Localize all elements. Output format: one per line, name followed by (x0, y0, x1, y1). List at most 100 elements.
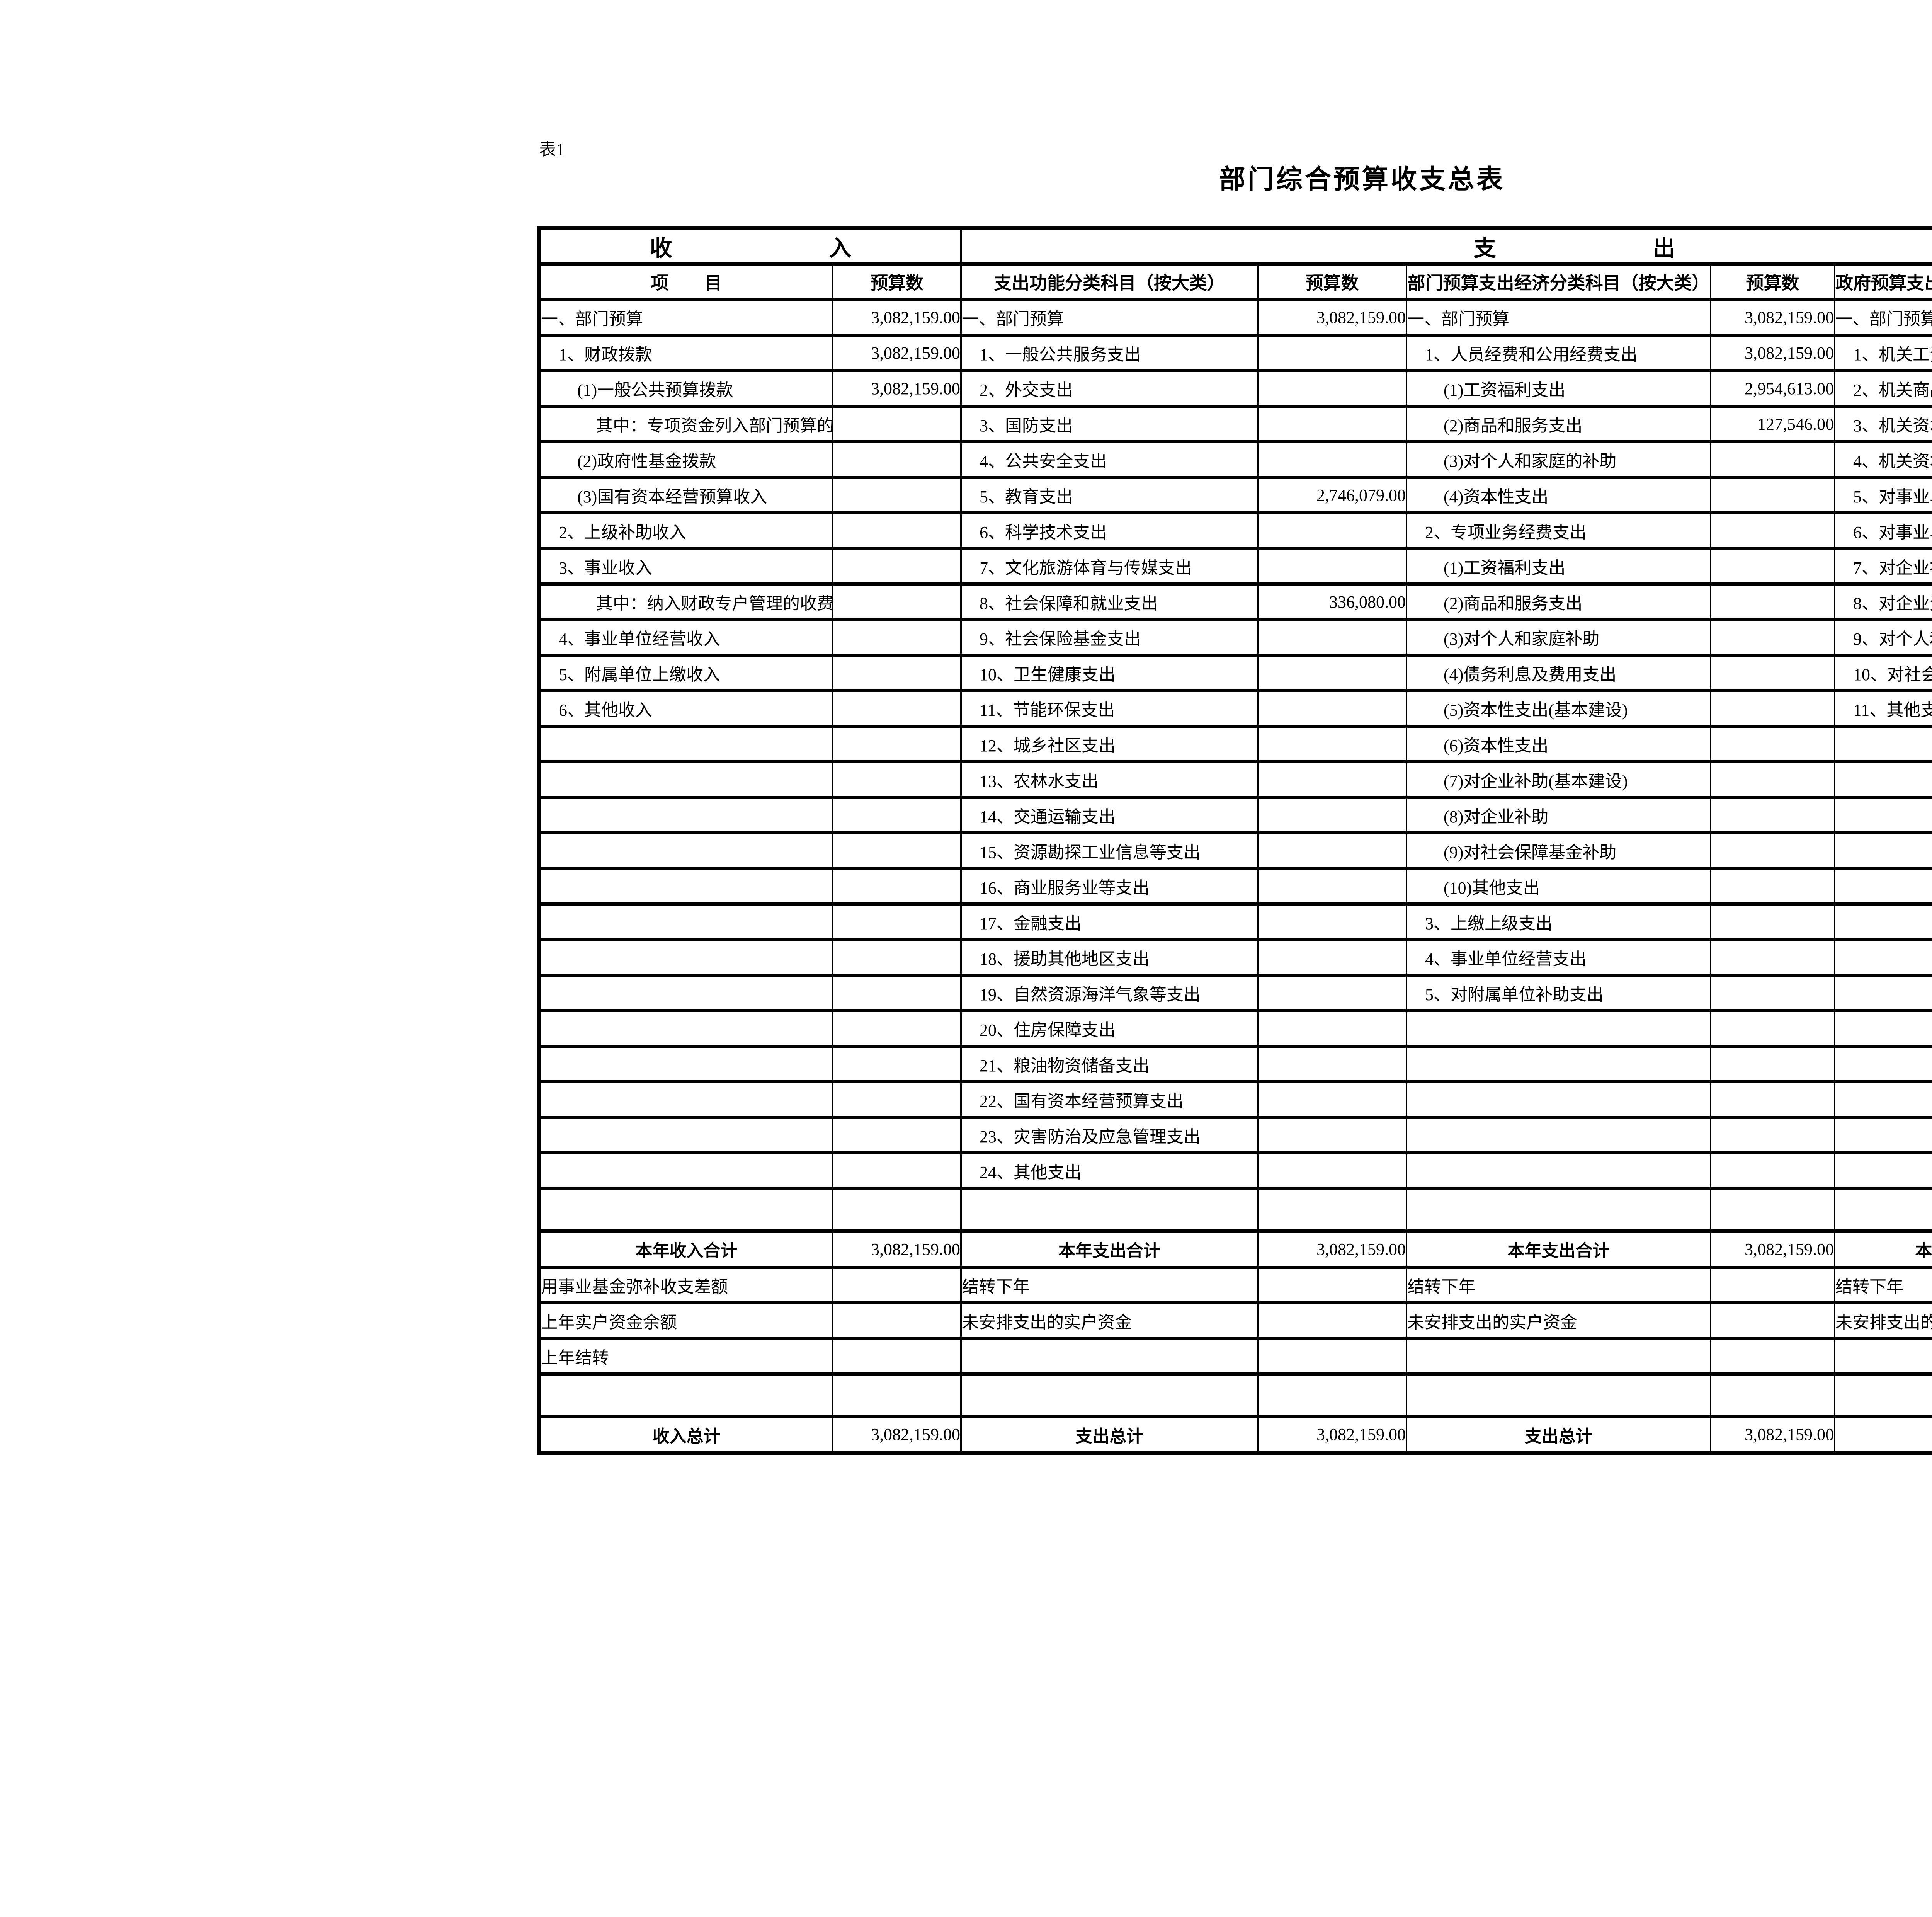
item-label-cell (1834, 902, 1932, 941)
item-label-cell: (3)对个人和家庭补助 (1406, 618, 1712, 657)
item-label-cell (538, 1372, 833, 1418)
item-label-cell (1406, 1045, 1712, 1083)
budget-value-cell (1257, 867, 1408, 906)
budget-value-cell (832, 1337, 962, 1376)
budget-value-cell (1257, 511, 1408, 550)
budget-value-cell (1257, 1266, 1408, 1304)
budget-summary-table: 收 入 支 出 项 目 预算数 支出功能分类科目（按大类） 预算数 部门预算支出… (537, 226, 1932, 1455)
item-label-cell: 9、对个人和家庭的补助 (1834, 618, 1932, 657)
budget-value-cell (832, 974, 962, 1012)
col-header-dept-econ-class: 部门预算支出经济分类科目（按大类） (1406, 262, 1712, 301)
item-label-cell: 未安排支出的实户资金 (960, 1301, 1259, 1340)
item-label-cell (1406, 1187, 1712, 1233)
budget-value-cell: 3,082,159.00 (1257, 1229, 1408, 1269)
item-label-cell: 5、附属单位上缴收入 (538, 654, 833, 692)
budget-value-cell: 3,082,159.00 (1257, 1415, 1408, 1454)
budget-value-cell (832, 867, 962, 906)
item-label-cell (538, 831, 833, 870)
total-row: 收入总计 3,082,159.00 支出总计 3,082,159.00 支出总计 3,08… (538, 1415, 1932, 1454)
budget-value-cell (1257, 689, 1408, 728)
budget-value-cell (1710, 1301, 1836, 1340)
item-label-cell: 8、对企业资本性支出 (1834, 582, 1932, 621)
budget-value-cell (1257, 1187, 1408, 1233)
item-label-cell: 6、科学技术支出 (960, 511, 1259, 550)
item-label-cell (1834, 725, 1932, 763)
item-label-cell: 11、节能环保支出 (960, 689, 1259, 728)
budget-value-cell (1710, 1151, 1836, 1190)
table-row: 17、金融支出 3、上缴上级支出 (538, 902, 1932, 941)
item-label-cell: 其中：专项资金列入部门预算的项目 (538, 405, 833, 443)
item-label-cell: 一、部门预算 (538, 298, 833, 337)
item-label-cell: 一、部门预算 (960, 298, 1259, 337)
total-label-cell: 收入总计 (538, 1415, 833, 1454)
budget-value-cell: 336,080.00 (1257, 582, 1408, 621)
total-label-cell: 本年支出合计 (1834, 1229, 1932, 1269)
item-label-cell (1406, 1009, 1712, 1048)
budget-value-cell: 3,082,159.00 (832, 369, 962, 408)
budget-value-cell: 3,082,159.00 (1710, 1415, 1836, 1454)
budget-value-cell: 3,082,159.00 (1257, 298, 1408, 337)
item-label-cell (538, 867, 833, 906)
item-label-cell (1834, 831, 1932, 870)
item-label-cell (1834, 760, 1932, 799)
col-header-income-budget: 预算数 (832, 262, 962, 301)
budget-value-cell (1710, 582, 1836, 621)
budget-value-cell (1710, 1266, 1836, 1304)
budget-value-cell (832, 1080, 962, 1119)
item-label-cell (1406, 1372, 1712, 1418)
item-label-cell (1834, 1187, 1932, 1233)
budget-value-cell (1710, 760, 1836, 799)
item-label-cell (1406, 1116, 1712, 1154)
item-label-cell: 12、城乡社区支出 (960, 725, 1259, 763)
spacer-row (538, 1372, 1932, 1418)
table-row: 1、财政拨款 3,082,159.00 1、一般公共服务支出 1、人员经费和公用经费支… (538, 334, 1932, 372)
total-label-cell: 支出总计 (1406, 1415, 1712, 1454)
item-label-cell (1834, 1116, 1932, 1154)
budget-value-cell (1710, 476, 1836, 514)
item-label-cell: (3)国有资本经营预算收入 (538, 476, 833, 514)
table-row: (3)国有资本经营预算收入 5、教育支出 2,746,079.00 (4)资本性支出 5… (538, 476, 1932, 514)
table-row: 一、部门预算 3,082,159.00 一、部门预算 3,082,159.00 一、部门… (538, 298, 1932, 337)
budget-value-cell (1257, 1080, 1408, 1119)
item-label-cell: 17、金融支出 (960, 902, 1259, 941)
item-label-cell: 23、灾害防治及应急管理支出 (960, 1116, 1259, 1154)
budget-value-cell: 3,082,159.00 (1710, 334, 1836, 372)
budget-value-cell (1710, 689, 1836, 728)
item-label-cell: 4、机关资本性支出（二） (1834, 440, 1932, 479)
item-label-cell: 用事业基金弥补收支差额 (538, 1266, 833, 1304)
table-row: 3、事业收入 7、文化旅游体育与传媒支出 (1)工资福利支出 7、对企业补助 (538, 547, 1932, 586)
table-row: 24、其他支出 (538, 1151, 1932, 1190)
budget-table-body: 一、部门预算 3,082,159.00 一、部门预算 3,082,159.00 一、部门… (538, 298, 1932, 1454)
budget-value-cell (832, 1266, 962, 1304)
table-row: 14、交通运输支出 (8)对企业补助 (538, 796, 1932, 834)
item-label-cell: 2、机关商品和服务支出 (1834, 369, 1932, 408)
item-label-cell (538, 1045, 833, 1083)
budget-value-cell (1257, 547, 1408, 586)
item-label-cell: 5、教育支出 (960, 476, 1259, 514)
item-label-cell: 4、事业单位经营收入 (538, 618, 833, 657)
item-label-cell: 1、人员经费和公用经费支出 (1406, 334, 1712, 372)
budget-value-cell (1710, 1080, 1836, 1119)
table-row: (1)一般公共预算拨款 3,082,159.00 2、外交支出 (1)工资福利支出 2,… (538, 369, 1932, 408)
col-header-function-budget: 预算数 (1257, 262, 1408, 301)
item-label-cell (1834, 867, 1932, 906)
item-label-cell: 未安排支出的实户资金 (1406, 1301, 1712, 1340)
item-label-cell (1834, 1045, 1932, 1083)
budget-value-cell (1710, 440, 1836, 479)
item-label-cell (1834, 1009, 1932, 1048)
item-label-cell: 7、对企业补助 (1834, 547, 1932, 586)
item-label-cell: 3、上缴上级支出 (1406, 902, 1712, 941)
item-label-cell: 6、其他收入 (538, 689, 833, 728)
expense-section-header: 支 出 (960, 226, 1932, 266)
page-title: 部门综合预算收支总表 (1219, 165, 1505, 194)
item-label-cell: 15、资源勘探工业信息等支出 (960, 831, 1259, 870)
item-label-cell: 10、卫生健康支出 (960, 654, 1259, 692)
budget-value-cell (1257, 796, 1408, 834)
item-label-cell: 一、部门预算 (1834, 298, 1932, 337)
item-label-cell (1834, 1080, 1932, 1119)
budget-value-cell (1257, 440, 1408, 479)
budget-value-cell (1257, 760, 1408, 799)
budget-value-cell: 2,746,079.00 (1257, 476, 1408, 514)
item-label-cell: (4)资本性支出 (1406, 476, 1712, 514)
budget-value-cell (832, 618, 962, 657)
